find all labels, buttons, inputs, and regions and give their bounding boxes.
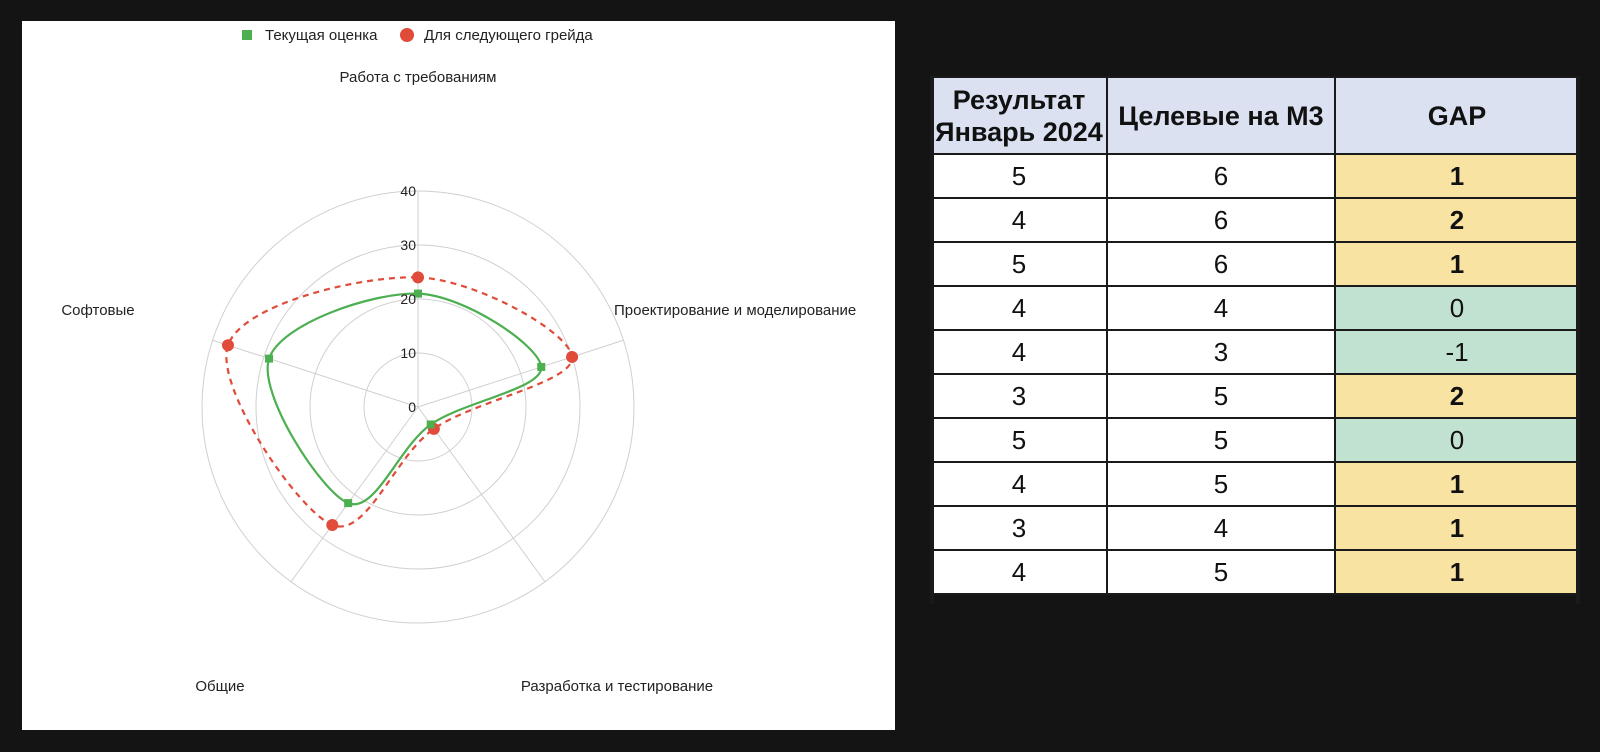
header-gap: GAP <box>1334 76 1578 155</box>
axis-label: Софтовые <box>61 302 134 319</box>
cell-target: 6 <box>1106 153 1336 199</box>
data-point-0 <box>265 354 274 363</box>
cell-result: 3 <box>930 373 1108 419</box>
grid-spoke <box>417 339 624 408</box>
data-point-0 <box>414 289 422 298</box>
legend-marker-current <box>242 30 252 40</box>
cell-gap: 1 <box>1334 153 1578 199</box>
cell-result: 5 <box>930 241 1108 287</box>
cell-result: 4 <box>930 549 1108 595</box>
radar-chart: 0 10 20 30 40 Работа с требованиям Проектирова… <box>61 27 856 695</box>
cell-gap: 0 <box>1334 285 1578 331</box>
cell-result: 3 <box>930 505 1108 551</box>
cell-target: 4 <box>1106 505 1336 551</box>
data-point-0 <box>426 420 435 429</box>
data-point-1 <box>326 518 339 531</box>
table-right-border <box>1576 76 1580 604</box>
legend-marker-next-grade <box>400 28 414 42</box>
data-point-1 <box>566 350 579 363</box>
cell-target: 6 <box>1106 241 1336 287</box>
radial-tick-label: 30 <box>400 237 416 253</box>
legend-label-current: Текущая оценка <box>265 27 378 44</box>
cell-gap: 1 <box>1334 241 1578 287</box>
cell-result: 4 <box>930 461 1108 507</box>
cell-gap: 1 <box>1334 505 1578 551</box>
axis-label: Работа с требованиям <box>340 69 497 86</box>
data-point-1 <box>412 271 424 284</box>
table-left-border <box>930 76 934 604</box>
radial-tick-label: 0 <box>408 399 416 415</box>
grid-spoke <box>212 339 419 408</box>
table-header-row: Результат Январь 2024 Целевые на М3 GAP <box>930 76 1578 155</box>
cell-result: 5 <box>930 417 1108 463</box>
header-result: Результат Январь 2024 <box>930 76 1108 155</box>
cell-result: 4 <box>930 285 1108 331</box>
cell-target: 5 <box>1106 549 1336 595</box>
cell-gap: 2 <box>1334 197 1578 243</box>
axis-label: Разработка и тестирование <box>521 678 713 695</box>
cell-target: 6 <box>1106 197 1336 243</box>
cell-gap: 0 <box>1334 417 1578 463</box>
cell-target: 5 <box>1106 461 1336 507</box>
cell-gap: 1 <box>1334 461 1578 507</box>
cell-gap: -1 <box>1334 329 1578 375</box>
axis-label: Проектирование и моделирование <box>614 302 856 319</box>
cell-result: 5 <box>930 153 1108 199</box>
radial-tick-label: 10 <box>400 345 416 361</box>
cell-target: 4 <box>1106 285 1336 331</box>
radial-tick-label: 20 <box>400 291 416 307</box>
cell-target: 5 <box>1106 373 1336 419</box>
axis-label: Общие <box>195 678 244 695</box>
cell-target: 5 <box>1106 417 1336 463</box>
grid-spoke <box>290 406 419 583</box>
cell-target: 3 <box>1106 329 1336 375</box>
gap-table: Результат Январь 2024 Целевые на М3 GAP 5… <box>930 76 1578 595</box>
cell-result: 4 <box>930 197 1108 243</box>
data-point-1 <box>221 339 234 352</box>
radar-chart-panel: 0 10 20 30 40 Работа с требованиям Проектирова… <box>22 21 895 730</box>
radial-tick-label: 40 <box>400 183 416 199</box>
grid-spoke <box>417 406 546 583</box>
cell-result: 4 <box>930 329 1108 375</box>
gap-table-panel: Результат Январь 2024 Целевые на М3 GAP 5… <box>930 76 1578 604</box>
cell-gap: 1 <box>1334 549 1578 595</box>
cell-gap: 2 <box>1334 373 1578 419</box>
data-point-0 <box>344 499 353 508</box>
header-target: Целевые на М3 <box>1106 76 1336 155</box>
legend-label-next-grade: Для следующего грейда <box>424 27 593 44</box>
data-point-0 <box>537 362 546 371</box>
series-line-0 <box>266 292 543 506</box>
table-row: 4 3 -1 <box>930 329 1578 375</box>
